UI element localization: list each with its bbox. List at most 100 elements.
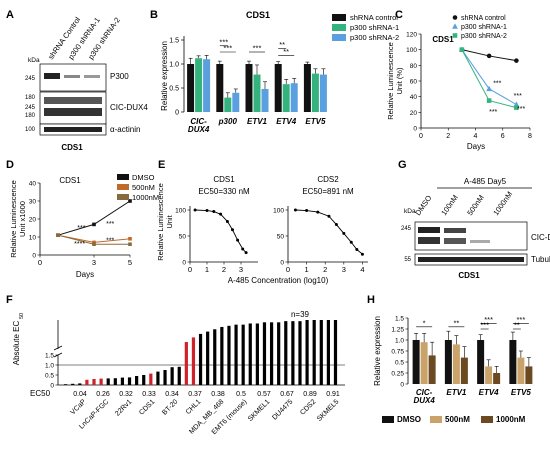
legend-swatch (430, 416, 442, 423)
bar (234, 324, 238, 385)
legend-label: DMSO (397, 415, 421, 424)
fit-curve (195, 209, 247, 253)
legend-label: shRNA control (350, 13, 398, 22)
y-tick-label: 1.0 (45, 363, 54, 370)
y-tick-label: 50 (277, 234, 285, 241)
band-label-p300: P300 (110, 72, 129, 81)
blot-cic-dux4-frame (414, 221, 528, 251)
bar (291, 321, 295, 385)
subplot-title: CDS1 (213, 175, 235, 184)
y-tick-label: 120 (406, 32, 417, 39)
significance-label: ** (283, 47, 289, 56)
x-tick-label: 0 (188, 265, 192, 274)
x-tick-label: 4 (474, 133, 478, 140)
blot-band (418, 227, 440, 233)
y-tick-label: 1.0 (395, 338, 404, 345)
bar (106, 378, 110, 385)
bar (224, 97, 232, 112)
y-tick-label: 50 (179, 234, 187, 241)
bar (127, 377, 132, 385)
svg-text:E: E (158, 159, 165, 171)
blot-band (444, 228, 466, 233)
y-axis-label: Relative expression (373, 316, 382, 386)
cell-line-label: SKMEL1 (247, 398, 272, 423)
data-point (360, 252, 364, 256)
y-tick-label: 1.0 (169, 62, 179, 69)
bar (255, 323, 259, 385)
ec50-label: EC50=891 nM (302, 187, 354, 196)
data-point (452, 15, 458, 20)
bar (227, 325, 231, 385)
data-point (92, 222, 96, 227)
bar (203, 59, 211, 112)
panel-a-kda-label: kDa (28, 57, 40, 64)
bar (213, 329, 217, 385)
bar (319, 320, 323, 385)
panel-c-line-chart: C CDS1 0 20 40 60 80 100 120 0 2 4 6 8 Days Relative L… (386, 9, 532, 151)
y-tick-label: 0 (413, 126, 417, 133)
data-point (244, 251, 248, 255)
bar (517, 357, 525, 384)
cell-line-label: CDS2 (299, 398, 317, 416)
significance-label: ** (453, 318, 459, 327)
bar (290, 83, 298, 112)
bar (187, 64, 195, 112)
cell-line-label: CDS1 (138, 398, 156, 416)
marker-label: 245 (25, 76, 36, 82)
blot-band (64, 75, 80, 78)
x-tick-label: 3 (239, 265, 243, 274)
data-point (128, 237, 132, 241)
y-axis-label: Unit (165, 214, 174, 228)
ec50-label: EC50=330 nM (198, 187, 250, 196)
y-tick-label: 0.5 (395, 360, 404, 367)
cell-line-label: CHL1 (185, 398, 203, 416)
legend-label: 500nM (445, 415, 470, 424)
ec50-value: 0.91 (326, 391, 340, 398)
bar (428, 355, 436, 384)
marker-label: 245 (401, 226, 412, 232)
x-tick-label: ETV1 (247, 117, 268, 126)
ec50-value: 0.67 (280, 391, 294, 398)
data-point (236, 238, 240, 242)
data-point (219, 212, 223, 216)
ec50-value: 0.04 (73, 391, 87, 398)
ec50-row-label: EC50 (30, 389, 51, 398)
bar (319, 74, 327, 112)
x-tick-label: 0 (419, 133, 423, 140)
cell-line-label: DU4475 (271, 398, 294, 421)
bar (170, 367, 174, 385)
x-tick-label: ETV5 (511, 388, 532, 397)
y-tick-label: 80 (410, 63, 418, 70)
bar (198, 333, 203, 385)
bar (184, 342, 188, 385)
data-point (212, 210, 216, 214)
y-tick-label: 0 (280, 260, 284, 267)
svg-text:F: F (6, 294, 13, 306)
significance-label: *** (517, 106, 525, 113)
bar (85, 379, 89, 385)
bar (262, 322, 267, 385)
bar (298, 321, 302, 385)
ec50-value: 0.32 (119, 391, 133, 398)
chart-title: CDS1 (59, 176, 81, 185)
x-tick-label: 3 (92, 258, 96, 267)
data-point (241, 247, 245, 251)
bar (220, 326, 224, 385)
y-tick-label: 0 (182, 260, 186, 267)
legend-label: DMSO (132, 173, 155, 182)
significance-label: *** (223, 44, 232, 53)
data-point (486, 85, 493, 92)
x-axis-label: Days (76, 270, 94, 279)
blot-band (44, 108, 102, 116)
blot-band (44, 97, 102, 104)
ec50-value: 0.26 (96, 391, 110, 398)
data-point (327, 214, 331, 218)
subplot-title: CDS2 (317, 175, 339, 184)
x-tick-label: 2 (446, 133, 450, 140)
lane-label: 1000nM (491, 190, 514, 217)
data-point (334, 223, 338, 227)
significance-label: *** (480, 321, 489, 330)
lane-label: 100nM (439, 193, 460, 217)
significance-label: *** (219, 37, 228, 46)
